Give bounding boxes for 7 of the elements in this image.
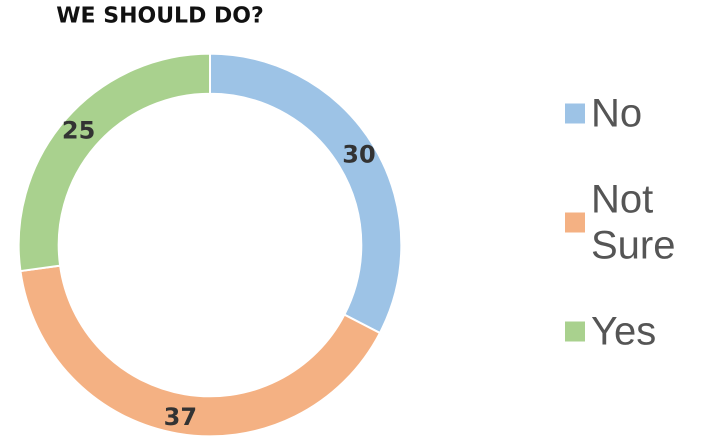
data-label: 30 — [342, 140, 376, 168]
data-label: 25 — [62, 116, 96, 144]
legend-label: Yes — [591, 310, 656, 354]
chart-title: WE SHOULD DO? — [56, 4, 264, 28]
legend-label: Not Sure — [591, 178, 676, 268]
data-label: 37 — [164, 402, 198, 431]
legend-label: No — [591, 92, 642, 136]
